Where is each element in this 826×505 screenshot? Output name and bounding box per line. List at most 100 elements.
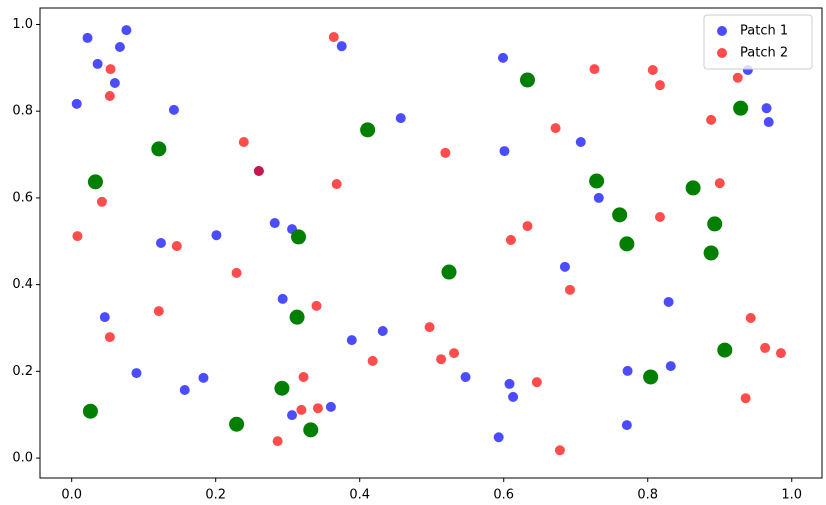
point bbox=[303, 422, 319, 438]
point bbox=[654, 80, 665, 91]
point bbox=[440, 147, 451, 158]
point bbox=[71, 98, 82, 109]
point bbox=[745, 313, 756, 324]
point bbox=[153, 306, 164, 317]
point bbox=[775, 348, 786, 359]
y-tick-label: 0.6 bbox=[12, 190, 33, 205]
point bbox=[460, 371, 471, 382]
point bbox=[168, 104, 179, 115]
point bbox=[685, 180, 701, 196]
point bbox=[564, 284, 575, 295]
point bbox=[96, 196, 107, 207]
y-tick-label: 0.8 bbox=[12, 104, 33, 119]
point bbox=[717, 342, 733, 358]
point bbox=[331, 179, 342, 190]
point bbox=[643, 369, 659, 385]
point bbox=[519, 72, 535, 88]
point bbox=[449, 348, 460, 359]
legend-marker bbox=[717, 26, 727, 36]
point bbox=[508, 391, 519, 402]
point bbox=[395, 113, 406, 124]
point bbox=[179, 384, 190, 395]
point bbox=[287, 410, 298, 421]
point bbox=[109, 78, 120, 89]
point bbox=[665, 361, 676, 372]
legend-label: Patch 1 bbox=[740, 24, 788, 39]
point bbox=[505, 234, 516, 245]
point bbox=[621, 420, 632, 431]
point bbox=[328, 32, 339, 43]
point bbox=[87, 174, 103, 190]
point bbox=[554, 445, 565, 456]
point bbox=[612, 207, 628, 223]
y-tick-label: 0.4 bbox=[12, 277, 33, 292]
point bbox=[296, 404, 307, 415]
point bbox=[593, 192, 604, 203]
point bbox=[231, 267, 242, 278]
x-tick-label: 0.6 bbox=[493, 488, 514, 503]
point bbox=[253, 166, 264, 177]
point bbox=[229, 416, 245, 432]
point bbox=[104, 332, 115, 343]
point bbox=[311, 300, 322, 311]
point bbox=[663, 296, 674, 307]
point bbox=[171, 241, 182, 252]
x-tick-label: 0.0 bbox=[61, 488, 82, 503]
point bbox=[654, 211, 665, 222]
point bbox=[522, 221, 533, 232]
point bbox=[325, 401, 336, 412]
point bbox=[761, 103, 772, 114]
point bbox=[277, 293, 288, 304]
x-tick-label: 0.4 bbox=[349, 488, 370, 503]
point bbox=[589, 64, 600, 75]
x-tick-label: 1.0 bbox=[781, 488, 802, 503]
point bbox=[504, 378, 515, 389]
point bbox=[740, 393, 751, 404]
point bbox=[272, 436, 283, 447]
point bbox=[82, 403, 98, 419]
point bbox=[367, 355, 378, 366]
point bbox=[121, 25, 132, 36]
point bbox=[114, 42, 125, 53]
point bbox=[732, 72, 743, 83]
point bbox=[550, 123, 561, 134]
point bbox=[72, 231, 83, 242]
point bbox=[760, 342, 771, 353]
point bbox=[312, 403, 323, 414]
legend-marker bbox=[717, 48, 727, 58]
point bbox=[289, 309, 305, 325]
point bbox=[82, 32, 93, 43]
x-tick-label: 0.2 bbox=[205, 488, 226, 503]
point bbox=[575, 136, 586, 147]
point bbox=[499, 146, 510, 157]
point bbox=[99, 312, 110, 323]
point bbox=[531, 377, 542, 388]
y-tick-label: 0.2 bbox=[12, 364, 33, 379]
point bbox=[291, 229, 307, 245]
point bbox=[274, 380, 290, 396]
point bbox=[707, 216, 723, 232]
x-tick-label: 0.8 bbox=[637, 488, 658, 503]
point bbox=[155, 238, 166, 248]
point bbox=[238, 136, 249, 147]
point bbox=[269, 218, 280, 229]
point bbox=[589, 173, 605, 189]
y-tick-label: 1.0 bbox=[12, 17, 33, 32]
point bbox=[105, 64, 116, 75]
point bbox=[377, 326, 388, 337]
point bbox=[559, 261, 570, 272]
point bbox=[733, 100, 749, 116]
point bbox=[360, 122, 376, 138]
point bbox=[336, 41, 347, 52]
legend-label: Patch 2 bbox=[740, 46, 788, 61]
y-tick-label: 0.0 bbox=[12, 451, 33, 466]
point bbox=[151, 141, 167, 157]
point bbox=[198, 372, 209, 383]
point bbox=[622, 365, 633, 376]
point bbox=[441, 264, 457, 280]
point bbox=[424, 322, 435, 333]
point bbox=[436, 354, 447, 365]
point bbox=[498, 52, 509, 63]
point bbox=[104, 91, 115, 102]
